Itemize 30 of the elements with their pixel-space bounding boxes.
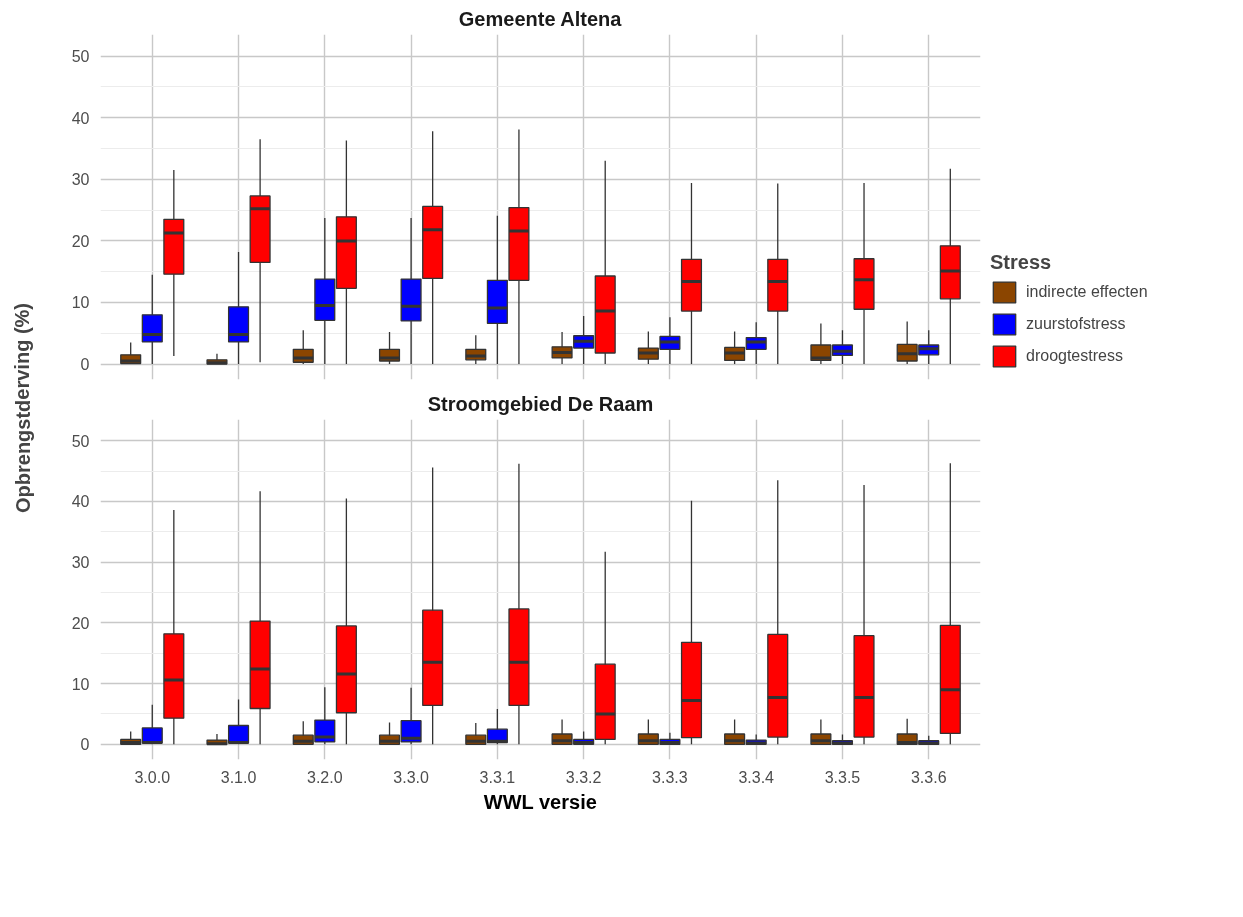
y-tick-label: 50 bbox=[71, 432, 90, 450]
x-tick-label: 3.3.1 bbox=[479, 768, 516, 786]
x-tick-label: 3.3.3 bbox=[652, 768, 688, 786]
y-tick-label: 40 bbox=[71, 109, 90, 127]
x-tick-label: 3.3.0 bbox=[393, 768, 429, 786]
y-tick-label: 30 bbox=[71, 554, 90, 572]
y-tick-label: 40 bbox=[71, 493, 90, 511]
legend-label: indirecte effecten bbox=[1026, 283, 1148, 301]
x-tick-label: 3.3.6 bbox=[910, 768, 947, 786]
y-tick-label: 50 bbox=[71, 48, 90, 66]
y-tick-label: 10 bbox=[71, 675, 90, 693]
legend-title: Stress bbox=[990, 251, 1053, 274]
y-tick-label: 20 bbox=[71, 614, 90, 632]
y-tick-label: 0 bbox=[80, 356, 90, 374]
y-axis-title: Opbrengstderving (%) bbox=[11, 302, 34, 513]
legend-label: droogtestress bbox=[1026, 347, 1123, 365]
x-tick-label: 3.3.2 bbox=[565, 768, 602, 786]
y-tick-label: 10 bbox=[71, 294, 90, 312]
x-tick-label: 3.2.0 bbox=[307, 768, 343, 786]
x-tick-label: 3.0.0 bbox=[134, 768, 171, 786]
legend-label: zuurstofstress bbox=[1026, 315, 1126, 333]
x-axis-title: WWL versie bbox=[483, 790, 597, 813]
y-tick-label: 0 bbox=[80, 736, 90, 754]
y-tick-label: 20 bbox=[71, 232, 90, 250]
x-tick-label: 3.3.4 bbox=[738, 768, 775, 786]
x-tick-label: 3.3.5 bbox=[824, 768, 861, 786]
x-tick-label: 3.1.0 bbox=[220, 768, 257, 786]
chart-title: Gemeente Altena bbox=[458, 7, 623, 30]
y-tick-label: 30 bbox=[71, 171, 90, 189]
chart-title: Stroomgebied De Raam bbox=[427, 392, 654, 415]
